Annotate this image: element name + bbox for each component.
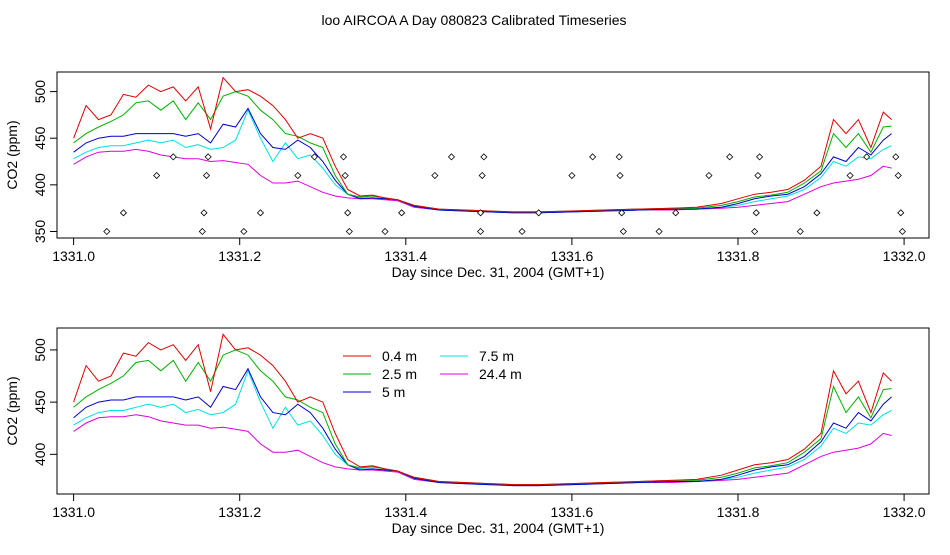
x-tick-label: 1331.2	[218, 504, 261, 520]
legend-label: 0.4 m	[382, 348, 417, 364]
data-marker	[339, 153, 348, 161]
data-marker	[480, 153, 488, 161]
data-marker	[198, 227, 206, 236]
y-axis-label: CO2 (ppm)	[4, 120, 20, 189]
x-tick-label: 1331.6	[550, 248, 593, 264]
y-tick-label: 450	[32, 126, 48, 150]
series-line-2-5-m	[73, 91, 892, 213]
series-line-5-m	[73, 107, 892, 214]
y-tick-label: 500	[32, 338, 48, 362]
x-tick-label: 1332.0	[883, 248, 926, 264]
data-marker	[898, 227, 906, 236]
data-marker	[894, 171, 902, 180]
x-tick-label: 1331.2	[218, 248, 261, 264]
data-marker	[103, 227, 111, 236]
x-tick-label: 1331.8	[717, 248, 760, 264]
chart-title: loo AIRCOA A Day 080823 Calibrated Times…	[321, 12, 626, 28]
y-tick-label: 350	[32, 220, 48, 244]
data-marker	[476, 227, 485, 236]
data-marker	[153, 171, 161, 180]
x-tick-label: 1331.8	[717, 504, 760, 520]
data-marker	[796, 227, 804, 236]
data-marker	[341, 171, 349, 180]
legend-label: 7.5 m	[479, 348, 514, 364]
x-tick-label: 1331.6	[550, 504, 593, 520]
y-axis-label: CO2 (ppm)	[4, 376, 20, 445]
data-marker	[381, 227, 389, 236]
data-marker	[846, 171, 854, 180]
data-marker	[655, 227, 663, 236]
data-marker	[756, 153, 764, 161]
data-marker	[169, 153, 177, 161]
legend-label: 24.4 m	[479, 366, 522, 382]
data-marker	[344, 209, 352, 217]
data-marker	[431, 171, 439, 180]
data-marker	[897, 209, 905, 217]
x-axis-label: Day since Dec. 31, 2004 (GMT+1)	[392, 264, 605, 280]
data-marker	[535, 209, 543, 217]
data-marker	[619, 227, 627, 236]
data-marker	[726, 153, 734, 161]
x-axis-label: Day since Dec. 31, 2004 (GMT+1)	[392, 520, 605, 536]
series-line-0-4-m	[73, 76, 892, 213]
x-tick-label: 1331.0	[52, 248, 95, 264]
series-line-0-4-m	[73, 333, 892, 486]
data-marker	[204, 153, 212, 161]
data-marker	[202, 171, 211, 180]
y-tick-label: 450	[32, 390, 48, 414]
x-tick-label: 1331.4	[384, 248, 427, 264]
data-marker	[119, 209, 128, 217]
data-marker	[476, 209, 485, 217]
data-marker	[618, 209, 626, 217]
data-marker	[863, 153, 871, 161]
data-marker	[615, 153, 623, 161]
legend-label: 2.5 m	[382, 366, 417, 382]
data-marker	[616, 171, 624, 180]
x-tick-label: 1331.4	[384, 504, 427, 520]
data-marker	[568, 171, 576, 180]
data-marker	[478, 171, 486, 180]
x-tick-label: 1331.0	[52, 504, 95, 520]
legend: 0.4 m 2.5 m 5 m 7.5 m 24.4 m	[343, 348, 522, 400]
data-marker	[672, 209, 680, 217]
legend-label: 5 m	[382, 384, 405, 400]
panel-bottom: 1331.0 1331.2 1331.4 1331.6 1331.8 1332.0 400 4…	[4, 327, 930, 536]
data-marker	[256, 209, 265, 217]
series-line-24-4-m	[73, 148, 892, 214]
data-marker	[892, 153, 900, 161]
series-line-7-5-m	[73, 369, 892, 487]
series-line-7-5-m	[73, 108, 892, 214]
data-marker	[752, 209, 760, 217]
x-tick-label: 1332.0	[883, 504, 926, 520]
data-marker	[754, 171, 762, 180]
data-marker	[447, 153, 456, 161]
data-marker	[589, 153, 597, 161]
data-marker	[398, 209, 406, 217]
data-marker	[200, 209, 208, 217]
plot-frame	[56, 327, 930, 495]
data-marker	[813, 209, 821, 217]
data-marker	[518, 227, 526, 236]
y-tick-label: 500	[32, 80, 48, 104]
panel-top: 1331.0 1331.2 1331.4 1331.6 1331.8 1332.0 350 4…	[4, 71, 930, 280]
plot-frame	[56, 71, 930, 239]
series-line-24-4-m	[73, 414, 892, 487]
y-tick-label: 400	[32, 442, 48, 466]
data-marker	[751, 227, 759, 236]
data-marker	[240, 227, 248, 236]
data-marker	[345, 227, 353, 236]
y-tick-label: 400	[32, 173, 48, 197]
data-marker	[705, 171, 713, 180]
data-marker	[310, 153, 319, 161]
data-marker	[294, 171, 302, 180]
series-line-5-m	[73, 367, 892, 487]
